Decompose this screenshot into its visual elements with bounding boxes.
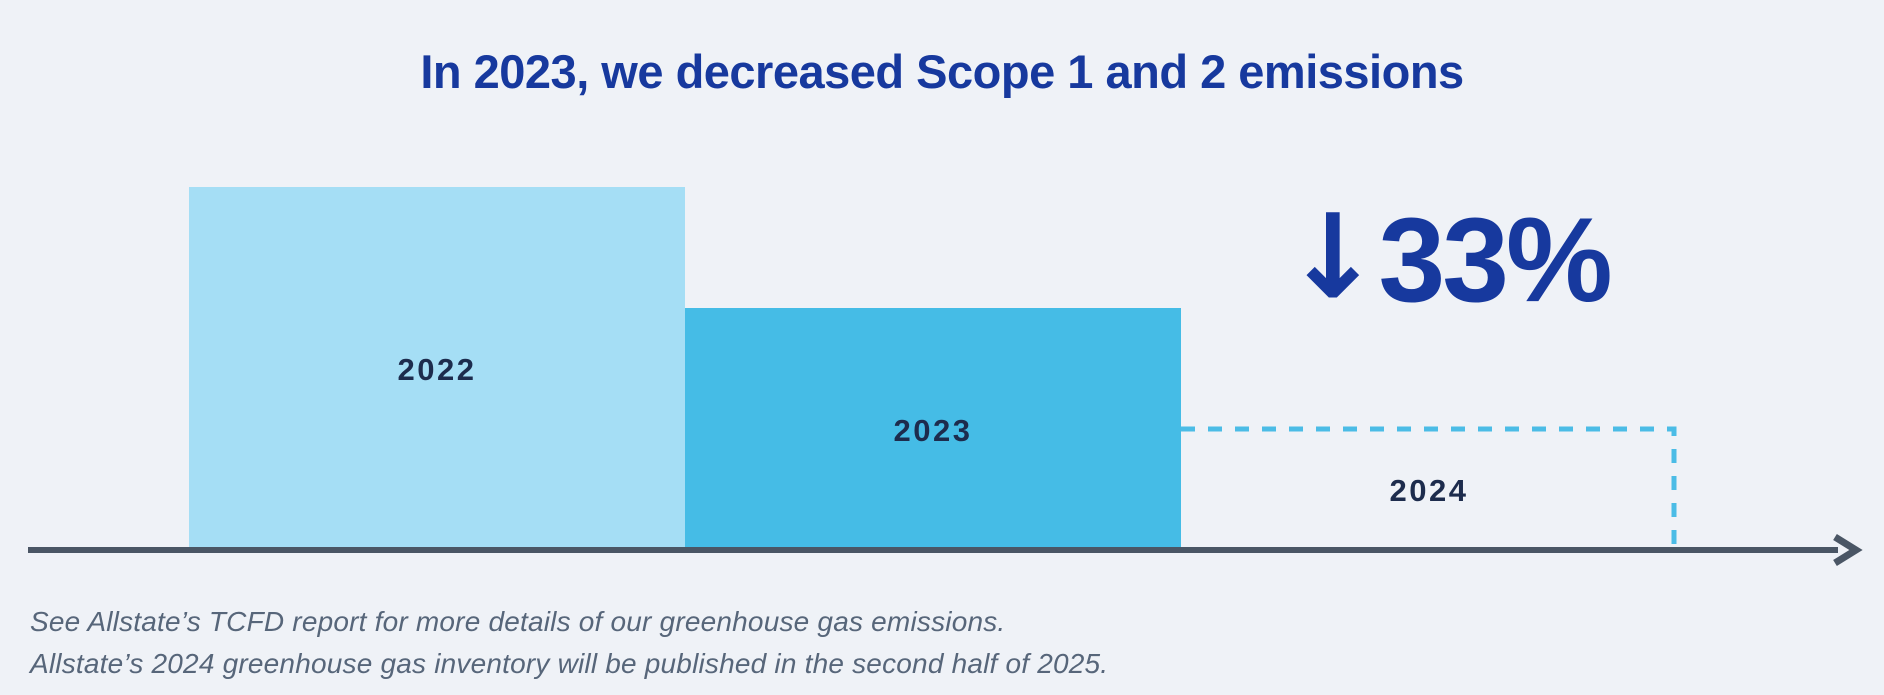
- decrease-annotation: ↓ 33%: [1284, 190, 1613, 327]
- down-arrow-icon: ↓: [1284, 190, 1382, 325]
- bar-2024-placeholder: 2024: [1181, 429, 1677, 553]
- bar-2023: 2023: [685, 308, 1181, 553]
- chart-title: In 2023, we decreased Scope 1 and 2 emis…: [420, 45, 1464, 98]
- footnotes: See Allstate’s TCFD report for more deta…: [30, 601, 1108, 685]
- bar-label-2022: 2022: [397, 352, 477, 387]
- footnote-line-2: Allstate’s 2024 greenhouse gas inventory…: [30, 648, 1109, 679]
- footnote-line-1: See Allstate’s TCFD report for more deta…: [30, 606, 1006, 637]
- bar-label-2023: 2023: [893, 412, 973, 448]
- bar-2022: 2022: [189, 187, 685, 553]
- x-axis-arrowhead-icon: [1833, 534, 1863, 566]
- bar-label-2024: 2024: [1389, 473, 1469, 508]
- decrease-value: 33%: [1378, 193, 1613, 327]
